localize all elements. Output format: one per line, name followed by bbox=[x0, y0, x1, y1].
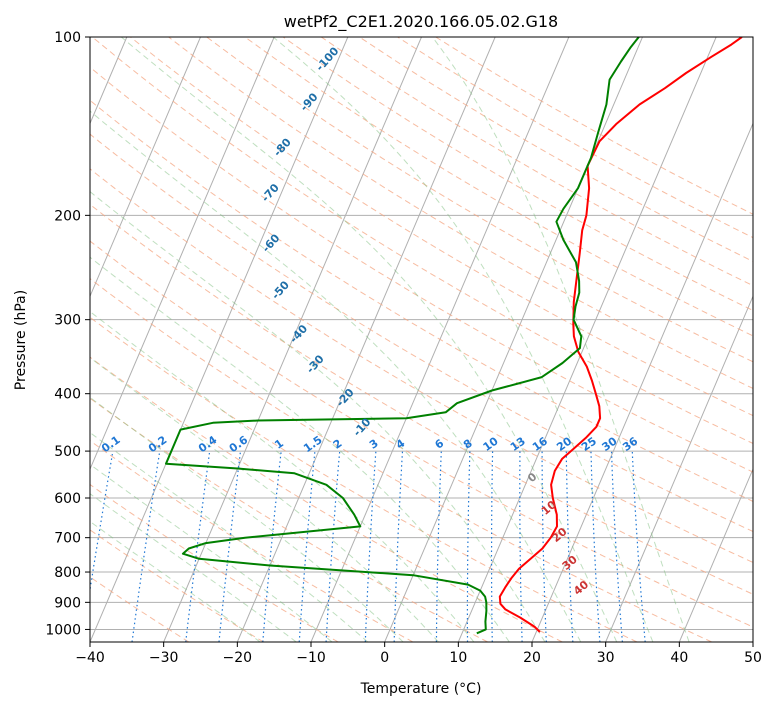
y-axis-label: Pressure (hPa) bbox=[13, 290, 29, 390]
dry-adiabat bbox=[168, 37, 753, 389]
mixing-ratio-line bbox=[298, 451, 316, 642]
moist-adiabat bbox=[120, 37, 618, 642]
x-tick-label: −20 bbox=[223, 650, 253, 666]
x-tick-label: 50 bbox=[744, 650, 762, 666]
mixing-ratio-line bbox=[435, 451, 442, 642]
mixing-ratio-line bbox=[590, 451, 601, 642]
mixing-ratio-line bbox=[218, 451, 242, 642]
mixing-ratio-line bbox=[393, 451, 404, 642]
x-tick-label: 0 bbox=[380, 650, 389, 666]
mixing-ratio-line bbox=[541, 451, 547, 642]
moist-adiabat bbox=[90, 520, 261, 642]
isotherm-line bbox=[90, 37, 201, 298]
y-tick-label: 700 bbox=[54, 531, 81, 547]
y-tick-label: 800 bbox=[54, 565, 81, 581]
dry-adiabat bbox=[90, 203, 753, 595]
isotherm-line bbox=[163, 37, 422, 642]
moist-adiabat bbox=[431, 37, 690, 642]
moist-adiabat bbox=[272, 37, 654, 642]
dewpoint-profile bbox=[165, 37, 640, 635]
dry-adiabat bbox=[90, 240, 753, 628]
dry-adiabat bbox=[90, 99, 753, 502]
isotherm-line bbox=[236, 37, 496, 642]
x-axis-label: Temperature (°C) bbox=[360, 681, 482, 697]
mixing-ratio-line bbox=[466, 451, 471, 642]
x-tick-label: 30 bbox=[597, 650, 615, 666]
dry-adiabat bbox=[90, 168, 753, 563]
mixing-ratio-line bbox=[185, 451, 211, 642]
mixing-ratio-line bbox=[262, 451, 282, 642]
moist-adiabat bbox=[90, 396, 404, 642]
dry-adiabat bbox=[90, 483, 339, 642]
dry-adiabat bbox=[282, 37, 753, 312]
mixing-ratio-line bbox=[364, 451, 377, 642]
x-tick-label: −40 bbox=[75, 650, 105, 666]
y-tick-label: 900 bbox=[54, 595, 81, 611]
y-tick-label: 500 bbox=[54, 444, 81, 460]
moist-adiabat bbox=[90, 256, 510, 642]
moist-adiabat bbox=[90, 493, 297, 642]
isotherm-line bbox=[457, 37, 717, 642]
x-axis: −40 −30 −20 −10 0 10 20 30 40 50 bbox=[75, 642, 762, 666]
moist-adiabat bbox=[90, 356, 439, 642]
plot-frame bbox=[89, 36, 754, 643]
dry-adiabat bbox=[90, 133, 753, 533]
y-tick-label: 1000 bbox=[45, 622, 81, 638]
mixing-ratio-line bbox=[631, 451, 646, 642]
x-tick-label: 40 bbox=[670, 650, 688, 666]
isotherm-line bbox=[90, 37, 349, 642]
dry-adiabat bbox=[91, 37, 753, 445]
mixing-ratio-line bbox=[490, 451, 494, 642]
y-tick-label: 200 bbox=[54, 208, 81, 224]
moist-adiabat bbox=[90, 463, 333, 642]
moist-adiabat bbox=[90, 310, 475, 642]
mixing-ratio-line bbox=[131, 451, 161, 642]
mixing-ratio-line bbox=[565, 451, 574, 642]
background-lines bbox=[90, 37, 753, 642]
dry-adiabat bbox=[130, 37, 753, 417]
y-tick-label: 600 bbox=[54, 491, 81, 507]
series-lines bbox=[165, 37, 743, 635]
isotherm-line bbox=[678, 467, 753, 642]
dry-adiabat bbox=[90, 529, 264, 642]
y-tick-label: 300 bbox=[54, 313, 81, 329]
y-tick-label: 400 bbox=[54, 387, 81, 403]
temperature-profile bbox=[498, 37, 743, 633]
isotherm-line bbox=[384, 37, 643, 642]
dry-adiabat bbox=[90, 278, 712, 642]
isotherm-line bbox=[90, 37, 275, 471]
dry-adiabat bbox=[244, 37, 753, 337]
x-tick-label: 10 bbox=[449, 650, 467, 666]
x-tick-label: 20 bbox=[523, 650, 541, 666]
isotherm-line bbox=[605, 295, 753, 642]
y-axis: 100 200 300 400 500 600 700 800 900 1000 bbox=[45, 30, 90, 638]
x-tick-label: −30 bbox=[149, 650, 179, 666]
dry-adiabat bbox=[90, 316, 638, 642]
y-tick-label: 100 bbox=[54, 30, 81, 46]
moist-adiabat bbox=[90, 431, 369, 642]
isotherm-line bbox=[531, 122, 753, 642]
mixing-ratio-line bbox=[90, 450, 114, 594]
x-tick-label: −10 bbox=[296, 650, 326, 666]
mixing-ratio-line bbox=[325, 451, 341, 642]
dry-adiabat bbox=[90, 356, 563, 642]
chart-title: wetPf2_C2E1.2020.166.05.02.G18 bbox=[284, 12, 558, 32]
mixing-ratio-line bbox=[610, 451, 623, 642]
